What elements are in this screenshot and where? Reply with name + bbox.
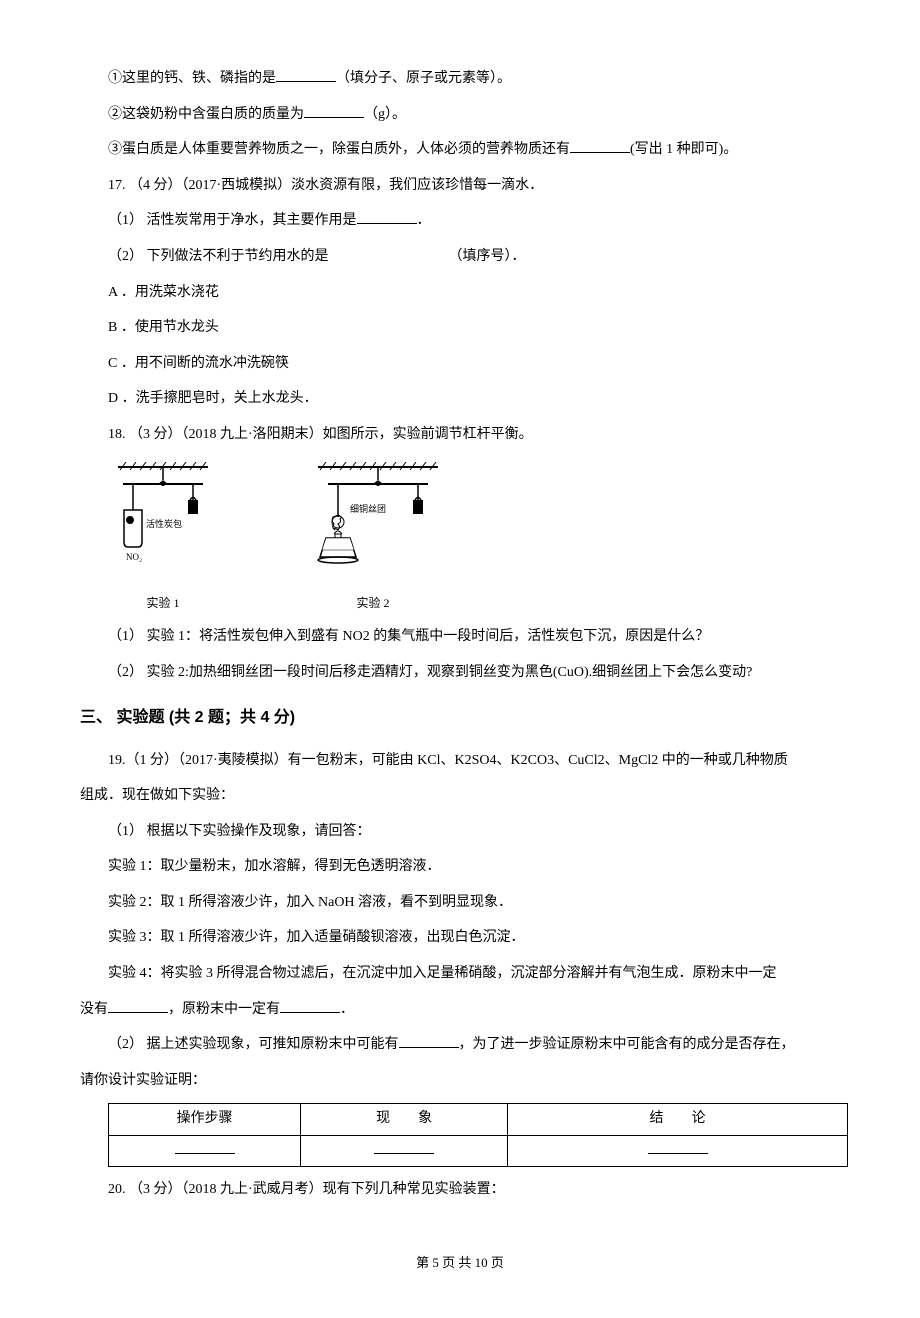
q19-exp4-d: ． (340, 1002, 354, 1017)
section3-title: 三、 实验题 (共 2 题；共 4 分) (80, 699, 840, 737)
q19-p2-line2: 请你设计实验证明： (80, 1064, 840, 1098)
q19-p1: （1） 根据以下实验操作及现象，请回答： (80, 815, 840, 849)
q19-exp4-b: 没有 (80, 1002, 108, 1017)
table-cell (301, 1135, 508, 1166)
q19-exp4-a: 实验 4：将实验 3 所得混合物过滤后，在沉淀中加入足量稀硝酸，沉淀部分溶解并有… (80, 957, 840, 991)
q19-stem-b: 组成．现在做如下实验： (80, 779, 840, 813)
table-col3-header: 结 论 (508, 1104, 848, 1135)
fig1-label: 实验 1 (146, 596, 179, 610)
q17-optB: B ．使用节水龙头 (80, 311, 840, 345)
experiment-2-figure: 细铜丝团 实验 2 (298, 462, 448, 610)
blank-fill (648, 1140, 708, 1154)
q17-optC: C ．用不间断的流水冲洗碗筷 (80, 347, 840, 381)
q17-p1-suffix: ． (417, 213, 431, 228)
blank-fill (357, 210, 417, 224)
fig2-label: 实验 2 (356, 596, 389, 610)
q17-p2a: （2） 下列做法不利于节约用水的是 (108, 249, 329, 264)
q19-exp4-line2: 没有 ，原粉末中一定有 ． (80, 993, 840, 1027)
table-header-row: 操作步骤 现 象 结 论 (109, 1104, 848, 1135)
fig-text-tanbao: 活性炭包 (146, 518, 182, 529)
q16-sub1-suffix: （填分子、原子或元素等）。 (336, 71, 511, 86)
table-col2-header: 现 象 (301, 1104, 508, 1135)
table-row (109, 1135, 848, 1166)
page-footer: 第 5 页 共 10 页 (80, 1247, 840, 1278)
blank-fill (108, 999, 168, 1013)
q18-stem: 18. （3 分）（2018 九上·洛阳期末）如图所示，实验前调节杠杆平衡。 (80, 418, 840, 452)
q19-p2b: ，为了进一步验证原粉末中可能含有的成分是否存在， (459, 1037, 795, 1052)
table-col1-header: 操作步骤 (109, 1104, 301, 1135)
q19-p2-line1: （2） 据上述实验现象，可推知原粉末中可能有 ，为了进一步验证原粉末中可能含有的成… (80, 1028, 840, 1062)
q16-sub3-suffix: (写出 1 种即可)。 (630, 142, 737, 157)
q17-p2b: （填序号）． (449, 249, 526, 264)
blank-fill (276, 68, 336, 82)
q19-p2a: （2） 据上述实验现象，可推知原粉末中可能有 (108, 1037, 399, 1052)
q16-sub3: ③蛋白质是人体重要营养物质之一，除蛋白质外，人体必须的营养物质还有 (写出 1 种… (80, 133, 840, 167)
fig-text-no2: NO₂ (126, 552, 142, 562)
q16-sub1: ①这里的钙、铁、磷指的是 （填分子、原子或元素等）。 (80, 62, 840, 96)
q19-exp3: 实验 3：取 1 所得溶液少许，加入适量硝酸钡溶液，出现白色沉淀． (80, 921, 840, 955)
experiment-1-svg: 活性炭包 NO₂ (108, 462, 218, 592)
q18-p2: （2） 实验 2:加热细铜丝团一段时间后移走酒精灯，观察到铜丝变为黑色(CuO)… (80, 656, 840, 690)
table-cell (508, 1135, 848, 1166)
experiment-table: 操作步骤 现 象 结 论 (108, 1103, 848, 1167)
blank-fill (304, 104, 364, 118)
q17-stem: 17. （4 分）（2017·西城模拟）淡水资源有限，我们应该珍惜每一滴水． (80, 169, 840, 203)
q19-exp2: 实验 2：取 1 所得溶液少许，加入 NaOH 溶液，看不到明显现象． (80, 886, 840, 920)
experiment-1-figure: 活性炭包 NO₂ 实验 1 (108, 462, 218, 610)
q19-stem-a: 19.（1 分）（2017·夷陵模拟）有一包粉末，可能由 KCl、K2SO4、K… (80, 744, 840, 778)
experiment-2-svg: 细铜丝团 (298, 462, 448, 592)
q17-p1: （1） 活性炭常用于净水，其主要作用是 ． (80, 204, 840, 238)
blank-fill (374, 1140, 434, 1154)
q17-optA: A ．用洗菜水浇花 (80, 276, 840, 310)
q18-figures: 活性炭包 NO₂ 实验 1 (108, 462, 840, 610)
q16-sub2-suffix: （g）。 (364, 107, 406, 122)
table-cell (109, 1135, 301, 1166)
q17-p1-text: （1） 活性炭常用于净水，其主要作用是 (108, 213, 357, 228)
blank-fill (175, 1140, 235, 1154)
q18-p1: （1） 实验 1：将活性炭包伸入到盛有 NO2 的集气瓶中一段时间后，活性炭包下… (80, 620, 840, 654)
q16-sub2: ②这袋奶粉中含蛋白质的质量为 （g）。 (80, 98, 840, 132)
blank-fill (280, 999, 340, 1013)
q20-stem: 20. （3 分）（2018 九上·武威月考）现有下列几种常见实验装置： (80, 1173, 840, 1207)
q16-sub3-text: ③蛋白质是人体重要营养物质之一，除蛋白质外，人体必须的营养物质还有 (108, 142, 570, 157)
blank-fill (570, 139, 630, 153)
q17-optD: D ．洗手擦肥皂时，关上水龙头． (80, 382, 840, 416)
q17-p2: （2） 下列做法不利于节约用水的是 （填序号）． (80, 240, 840, 274)
fig-text-tongsi: 细铜丝团 (350, 503, 386, 514)
q19-exp1: 实验 1：取少量粉末，加水溶解，得到无色透明溶液． (80, 850, 840, 884)
blank-fill (399, 1034, 459, 1048)
q19-exp4-c: ，原粉末中一定有 (168, 1002, 280, 1017)
document-content: ①这里的钙、铁、磷指的是 （填分子、原子或元素等）。 ②这袋奶粉中含蛋白质的质量为… (80, 62, 840, 1207)
q16-sub2-text: ②这袋奶粉中含蛋白质的质量为 (108, 107, 304, 122)
q16-sub1-text: ①这里的钙、铁、磷指的是 (108, 71, 276, 86)
